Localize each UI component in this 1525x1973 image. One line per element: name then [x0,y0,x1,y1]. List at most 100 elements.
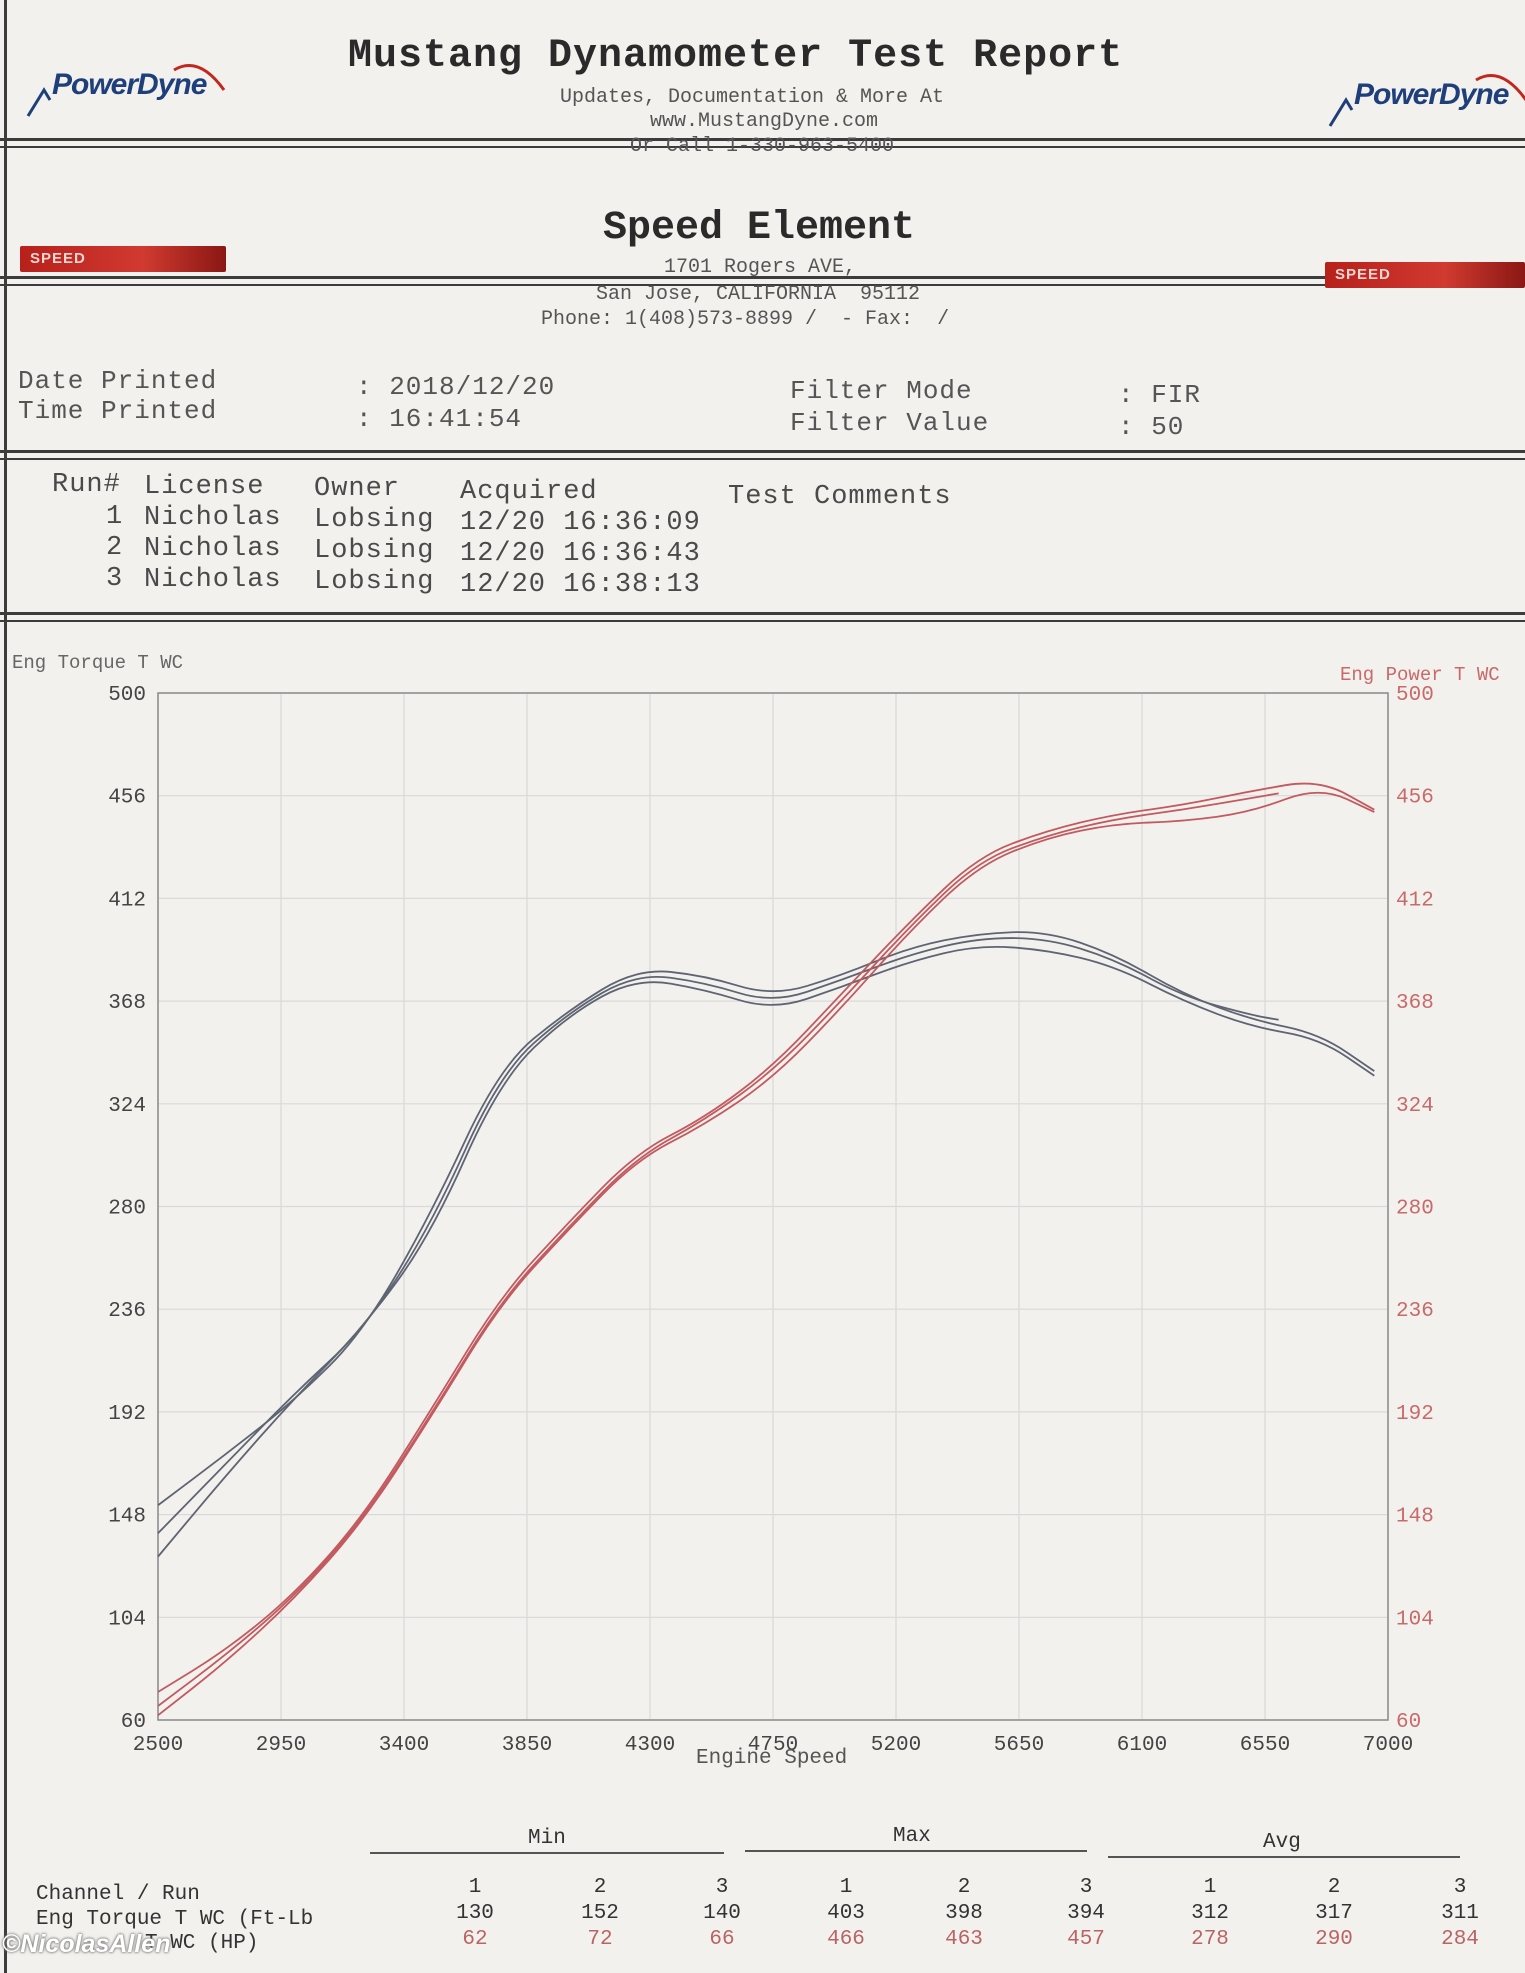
time-value: : 16:41:54 [356,404,523,434]
y-tick-label-left: 236 [108,1300,146,1323]
stat-power-value: 290 [1315,1928,1353,1951]
shop-city: San Jose, CALIFORNIA 95112 [596,283,921,306]
stat-torque-value: 394 [1067,1902,1105,1925]
right-axis-title: Eng Power T WC [1340,664,1500,686]
divider [0,284,1525,286]
min-underline [370,1852,724,1854]
avg-underline [1108,1856,1460,1858]
y-tick-label-right: 324 [1396,1095,1434,1118]
y-tick-label-right: 192 [1396,1403,1434,1426]
max-underline [745,1850,1087,1852]
stat-torque-value: 130 [456,1902,494,1925]
header-line-2: www.MustangDyne.com [650,110,879,133]
brand-text: PowerDyne [52,68,207,101]
y-tick-label-right: 368 [1396,992,1434,1015]
y-tick-label-left: 456 [108,787,146,810]
divider [0,612,1525,615]
col-header-acquired: Acquired [460,477,598,507]
left-axis-title: Eng Torque T WC [12,652,184,674]
x-tick-label: 6100 [1117,1734,1167,1757]
stat-run-number: 3 [1079,1876,1093,1899]
plot-frame [157,692,1389,1721]
divider [0,146,1525,148]
stat-torque-value: 140 [703,1902,741,1925]
group-min: Min [528,1827,566,1850]
stat-run-number: 2 [1327,1876,1341,1899]
header-line-1: Updates, Documentation & More At [560,86,945,109]
stat-power-value: 278 [1191,1928,1229,1951]
license: Nicholas [144,534,282,564]
divider [0,138,1525,141]
logo-swoosh-icon [1328,74,1525,127]
header-line-3: Or Call 1-330-963-5400 [630,135,895,158]
y-tick-label-left: 60 [121,1711,146,1734]
torque-series-run-2 [157,931,1375,1506]
logo-swoosh-icon [26,64,226,117]
stat-run-number: 1 [1203,1876,1217,1899]
owner: Lobsing [314,505,435,535]
owner: Lobsing [314,536,435,566]
y-tick-label-left: 280 [108,1198,146,1221]
stat-power-value: 457 [1067,1928,1105,1951]
stat-torque-value: 403 [827,1902,865,1925]
stat-power-value: 284 [1441,1928,1479,1951]
stat-torque-value: 398 [945,1902,983,1925]
power-series-run-3 [157,792,1279,1707]
filter-value-label: Filter Value [790,408,990,438]
y-tick-label-left: 368 [108,992,146,1015]
report-title: Mustang Dynamometer Test Report [348,34,1124,79]
stat-torque-value: 317 [1315,1902,1353,1925]
col-header-run: Run# [52,470,121,500]
y-tick-label-right: 236 [1396,1300,1434,1323]
channel-run-label: Channel / Run [36,1883,200,1906]
acquired: 12/20 16:38:13 [460,570,701,600]
x-tick-label: 6550 [1240,1734,1290,1757]
dyno-chart: 2500 2950 3400 3850 4300 4750 5200 5650 6100 6550… [108,684,1434,1757]
x-tick-label: 5650 [994,1734,1044,1757]
speed-badge-right: SPEED [1325,262,1525,288]
y-tick-label-left: 324 [108,1095,146,1118]
acquired: 12/20 16:36:43 [460,539,701,569]
y-tick-label-left: 500 [108,684,146,707]
stat-run-number: 2 [957,1876,971,1899]
power-series-run-1 [157,791,1375,1717]
license: Nicholas [144,565,282,595]
owner: Lobsing [314,567,435,597]
x-tick-label: 4750 [748,1734,798,1757]
acquired: 12/20 16:36:09 [460,508,701,538]
shop-phone: Phone: 1(408)573-8899 / - Fax: / [541,308,950,331]
divider [0,276,1525,279]
page-left-border [4,0,7,1973]
group-max: Max [893,1825,931,1848]
powerdyne-logo-right: PowerDyne [1326,60,1525,127]
stat-run-number: 3 [1453,1876,1467,1899]
y-tick-label-left: 412 [108,889,146,912]
license: Nicholas [144,503,282,533]
stat-power-value: 62 [462,1928,488,1951]
brand-text: PowerDyne [1354,78,1509,111]
stat-run-number: 3 [715,1876,729,1899]
stat-run-number: 1 [468,1876,482,1899]
date-value: : 2018/12/20 [356,372,556,402]
torque-series-run-3 [157,937,1279,1534]
x-tick-label: 2500 [133,1734,183,1757]
y-tick-label-right: 412 [1396,889,1434,912]
stat-run-number: 1 [839,1876,853,1899]
col-header-owner: Owner [314,474,401,504]
y-tick-label-left: 192 [108,1403,146,1426]
y-tick-label-left: 148 [108,1506,146,1529]
shop-address: 1701 Rogers AVE, [664,256,857,279]
col-header-license: License [144,472,265,502]
filter-value-value: : 50 [1118,412,1185,442]
torque-series-run-1 [157,945,1375,1558]
power-series-run-2 [157,782,1375,1693]
x-tick-label: 4300 [625,1734,675,1757]
filter-mode-value: : FIR [1118,380,1202,410]
x-tick-label: 7000 [1363,1734,1413,1757]
x-axis-title: Engine Speed [696,1747,848,1770]
stat-torque-value: 152 [581,1902,619,1925]
powerdyne-logo-left: PowerDyne [24,50,234,117]
y-tick-label-right: 280 [1396,1198,1434,1221]
speed-badge-left: SPEED [20,246,226,272]
run-number: 2 [106,533,124,563]
